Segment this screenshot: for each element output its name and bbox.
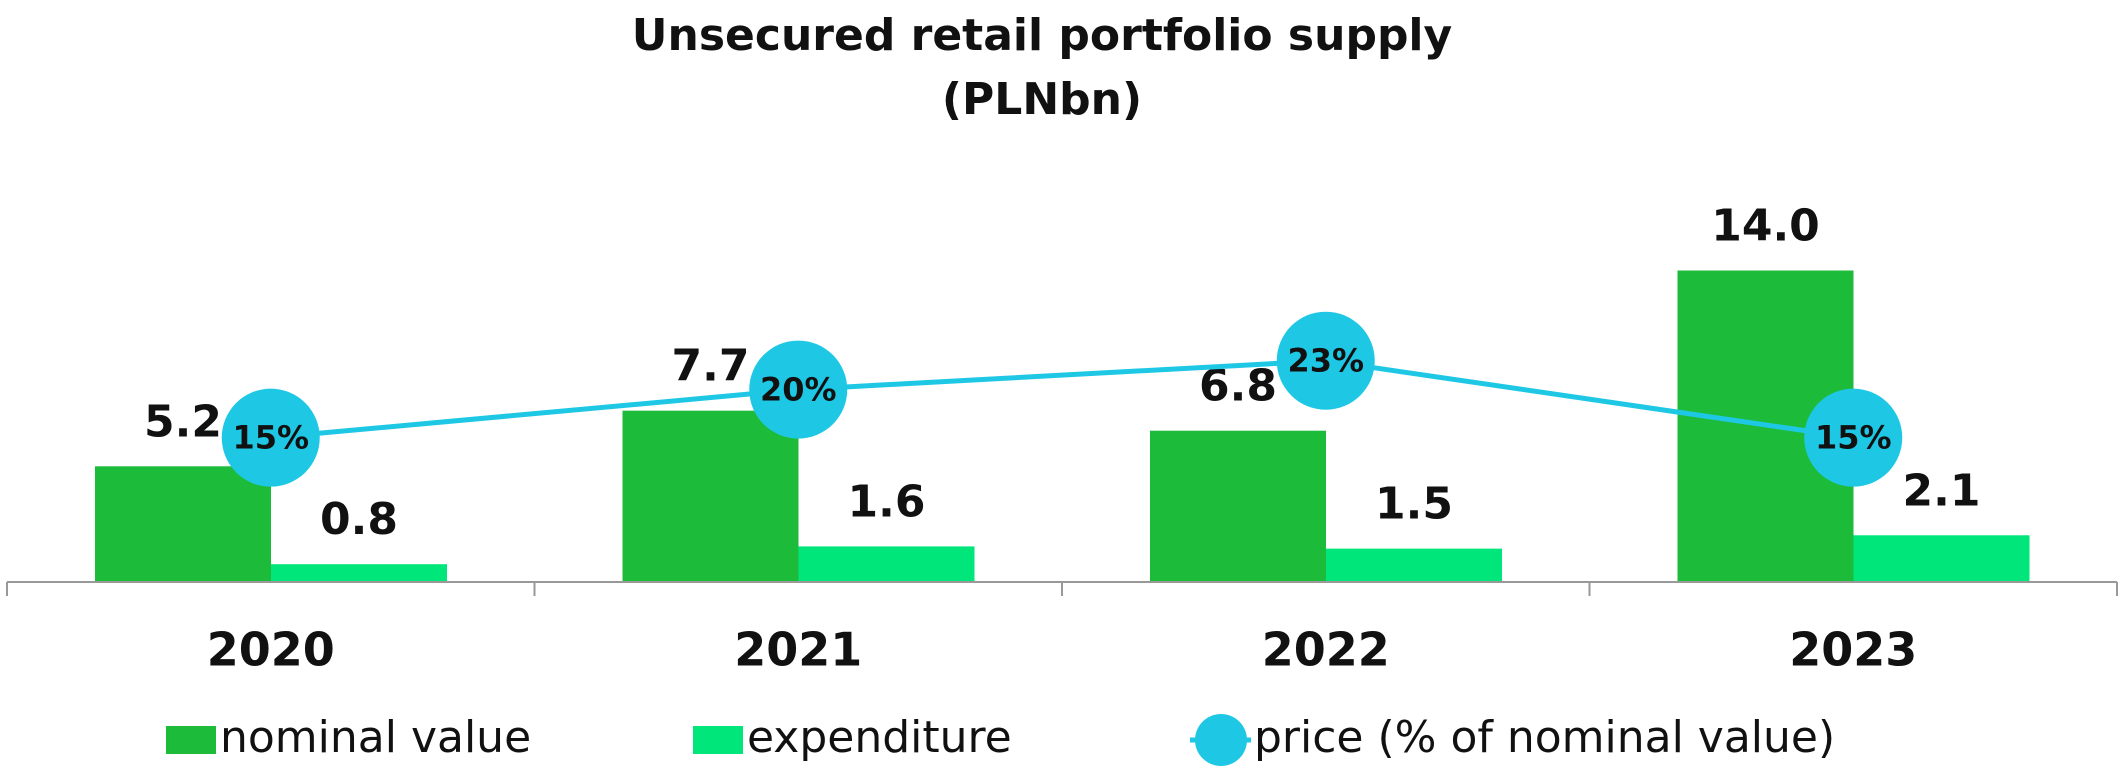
data-label: 23%	[1287, 342, 1364, 380]
data-label: 7.7	[672, 341, 750, 392]
data-label: 5.2	[144, 396, 222, 447]
marker	[1804, 388, 1903, 487]
chart-subtitle: (PLNbn)	[942, 74, 1142, 125]
legend-label: expenditure	[747, 712, 1012, 763]
bar	[1150, 430, 1326, 582]
bar	[1326, 548, 1502, 582]
data-label: 15%	[232, 419, 309, 457]
bar	[622, 410, 799, 582]
legend-swatch	[166, 726, 216, 754]
marker	[221, 388, 320, 487]
legend-marker	[1195, 714, 1247, 766]
bar	[95, 466, 271, 582]
data-label: 14.0	[1711, 201, 1820, 252]
x-tick-label: 2023	[1789, 623, 1917, 677]
legend-label: price (% of nominal value)	[1254, 712, 1835, 763]
data-label: 0.8	[320, 494, 398, 545]
data-label: 1.5	[1375, 479, 1453, 530]
legend-swatch	[693, 726, 743, 754]
bar	[798, 546, 975, 582]
marker	[749, 340, 848, 439]
x-tick-label: 2020	[207, 623, 335, 677]
line	[270, 358, 1854, 441]
x-tick-label: 2022	[1262, 623, 1390, 677]
bar	[271, 564, 447, 582]
legend-label: nominal value	[220, 712, 531, 763]
bar	[1853, 535, 2030, 582]
data-label: 2.1	[1903, 465, 1981, 516]
data-label: 15%	[1815, 419, 1892, 457]
data-label: 20%	[760, 371, 837, 409]
chart-title: Unsecured retail portfolio supply	[632, 10, 1452, 61]
x-tick-label: 2021	[734, 623, 862, 677]
marker	[1276, 311, 1375, 410]
data-label: 1.6	[848, 476, 926, 527]
